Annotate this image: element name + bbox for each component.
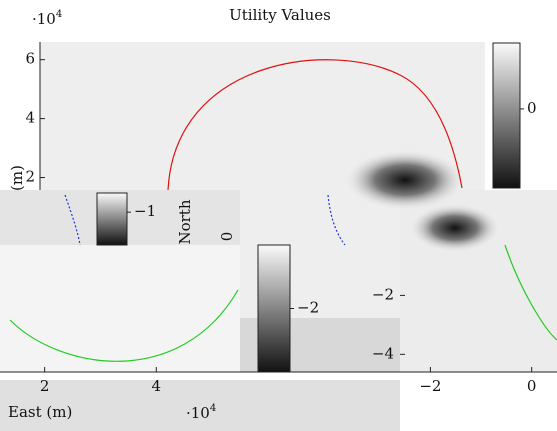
y-tick-label: −2 — [372, 285, 394, 303]
multiplier: ·104 — [32, 9, 62, 29]
multiplier-base: ·10 — [32, 10, 56, 28]
y-tick-label: 2 — [25, 168, 35, 186]
colorbar — [97, 193, 127, 245]
chart-title: Utility Values — [229, 6, 331, 24]
colorbar-tick-label: −1 — [134, 202, 156, 220]
x-axis-label: East (m) — [8, 403, 72, 421]
multiplier-base: ·10 — [186, 404, 210, 422]
x-tick-label: −2 — [419, 377, 441, 395]
y-tick-label: 6 — [25, 50, 35, 68]
multiplier-exp: 4 — [56, 9, 62, 20]
chart: Utility Values ·104 ·104 (m) North East … — [0, 0, 557, 431]
x-tick-label: 0 — [527, 377, 537, 395]
colorbar — [493, 43, 520, 188]
colorbar-tick-label: −2 — [297, 299, 319, 317]
x-tick-label: 2 — [40, 377, 50, 395]
colorbar — [258, 245, 290, 372]
y-axis-label: North — [176, 199, 194, 244]
y-axis-label: (m) — [8, 165, 26, 191]
colorbar-tick-label: 0 — [527, 99, 537, 117]
x-tick-label: 4 — [152, 377, 162, 395]
plot-background — [0, 42, 557, 431]
y-tick-label: 4 — [25, 109, 35, 127]
y-tick-label: 0 — [218, 232, 236, 242]
y-tick-label: −4 — [372, 344, 394, 362]
multiplier-exp: 4 — [210, 403, 216, 414]
